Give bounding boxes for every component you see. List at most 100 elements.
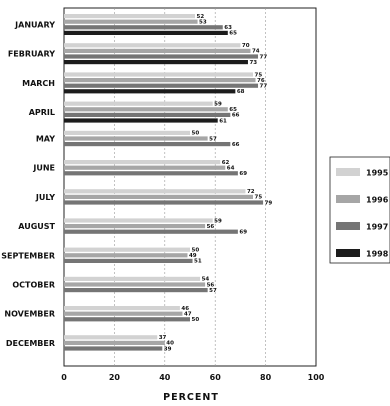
bar-january-1998 bbox=[64, 30, 228, 35]
bar-february-1996 bbox=[64, 48, 251, 53]
x-tick-label-80: 80 bbox=[260, 373, 272, 382]
bar-june-1997 bbox=[64, 171, 238, 176]
bar-march-1997 bbox=[64, 83, 259, 88]
data-label-june-1996: 64 bbox=[227, 166, 235, 172]
data-label-december-1996: 40 bbox=[166, 341, 174, 347]
data-label-september-1997: 51 bbox=[194, 259, 202, 265]
category-label-march: MARCH bbox=[22, 79, 55, 88]
category-label-may: MAY bbox=[36, 135, 55, 144]
category-label-february: FEBRUARY bbox=[8, 50, 55, 59]
bar-june-1996 bbox=[64, 165, 226, 170]
bar-march-1996 bbox=[64, 78, 256, 83]
data-label-march-1997: 77 bbox=[260, 84, 268, 90]
data-label-august-1997: 69 bbox=[239, 230, 247, 236]
data-label-january-1995: 52 bbox=[197, 14, 205, 20]
bar-october-1996 bbox=[64, 282, 206, 287]
legend-label-1996: 1996 bbox=[366, 196, 389, 205]
data-label-july-1995: 72 bbox=[247, 189, 255, 195]
data-label-november-1996: 47 bbox=[184, 312, 192, 318]
x-tick-label-60: 60 bbox=[210, 373, 222, 382]
data-label-march-1998: 68 bbox=[237, 89, 245, 95]
category-label-december: DECEMBER bbox=[6, 339, 55, 348]
bar-january-1997 bbox=[64, 25, 223, 30]
category-label-july: JULY bbox=[35, 193, 55, 202]
legend-label-1997: 1997 bbox=[366, 223, 388, 232]
data-label-august-1996: 56 bbox=[207, 224, 215, 230]
data-label-june-1997: 69 bbox=[239, 171, 247, 177]
x-tick-label-20: 20 bbox=[109, 373, 121, 382]
bar-march-1995 bbox=[64, 72, 253, 77]
data-label-december-1997: 39 bbox=[164, 346, 172, 352]
legend-label-1998: 1998 bbox=[366, 250, 389, 259]
bar-october-1995 bbox=[64, 276, 201, 281]
bar-september-1997 bbox=[64, 258, 193, 263]
data-label-march-1996: 76 bbox=[257, 78, 265, 84]
bars bbox=[64, 14, 264, 351]
data-label-october-1997: 57 bbox=[209, 288, 217, 294]
x-tick-label-0: 0 bbox=[61, 373, 67, 382]
bar-july-1997 bbox=[64, 200, 264, 205]
bar-march-1998 bbox=[64, 89, 236, 94]
legend-swatch-1995 bbox=[336, 168, 360, 176]
data-label-september-1995: 50 bbox=[192, 248, 200, 254]
data-label-september-1996: 49 bbox=[189, 253, 197, 259]
x-axis-title: PERCENT bbox=[163, 392, 219, 403]
bar-july-1996 bbox=[64, 194, 253, 199]
bar-april-1996 bbox=[64, 107, 228, 112]
data-label-february-1997: 77 bbox=[260, 54, 268, 60]
bar-december-1996 bbox=[64, 340, 165, 345]
bar-december-1997 bbox=[64, 346, 163, 351]
bar-april-1997 bbox=[64, 112, 231, 117]
category-label-november: NOVEMBER bbox=[4, 310, 55, 319]
bar-february-1997 bbox=[64, 54, 259, 59]
bar-april-1995 bbox=[64, 101, 213, 106]
bar-april-1998 bbox=[64, 118, 218, 123]
bar-august-1995 bbox=[64, 218, 213, 223]
data-label-february-1998: 73 bbox=[249, 60, 257, 66]
data-label-april-1995: 59 bbox=[214, 102, 222, 108]
legend-swatch-1996 bbox=[336, 195, 360, 203]
data-label-april-1998: 61 bbox=[219, 118, 227, 124]
data-label-november-1995: 46 bbox=[181, 306, 189, 312]
bar-january-1995 bbox=[64, 14, 196, 19]
category-label-june: JUNE bbox=[32, 164, 55, 173]
bar-may-1995 bbox=[64, 130, 190, 135]
data-label-december-1995: 37 bbox=[159, 335, 167, 341]
x-axis: 0 20 40 60 80 100 bbox=[61, 373, 325, 382]
data-label-may-1997: 66 bbox=[232, 142, 240, 148]
data-label-march-1995: 75 bbox=[255, 72, 263, 78]
data-label-may-1996: 57 bbox=[209, 136, 217, 142]
data-label-may-1995: 50 bbox=[192, 131, 200, 137]
bar-may-1997 bbox=[64, 142, 231, 147]
data-label-april-1996: 65 bbox=[229, 107, 237, 113]
data-labels: 5253636570747773757677685965666150576662… bbox=[159, 14, 273, 352]
category-label-october: OCTOBER bbox=[12, 281, 55, 290]
bar-september-1996 bbox=[64, 253, 188, 258]
data-label-june-1995: 62 bbox=[222, 160, 230, 166]
legend-swatch-1998 bbox=[336, 249, 360, 257]
category-label-april: APRIL bbox=[29, 108, 55, 117]
bar-november-1996 bbox=[64, 311, 183, 316]
x-tick-label-40: 40 bbox=[159, 373, 171, 382]
category-label-september: SEPTEMBER bbox=[1, 251, 55, 260]
data-label-november-1997: 50 bbox=[192, 317, 200, 323]
bar-november-1997 bbox=[64, 317, 190, 322]
bar-december-1995 bbox=[64, 335, 158, 340]
data-label-july-1997: 79 bbox=[265, 200, 273, 206]
plot-frame bbox=[63, 7, 317, 367]
bar-october-1997 bbox=[64, 288, 208, 293]
data-label-august-1995: 59 bbox=[214, 218, 222, 224]
legend-label-1995: 1995 bbox=[366, 169, 389, 178]
data-label-february-1996: 74 bbox=[252, 49, 260, 55]
legend-swatch-1997 bbox=[336, 222, 360, 230]
grid-lines bbox=[63, 7, 317, 367]
data-label-april-1997: 66 bbox=[232, 113, 240, 119]
data-label-february-1995: 70 bbox=[242, 43, 250, 49]
legend: 1995 1996 1997 1998 bbox=[329, 156, 390, 264]
x-tick-label-100: 100 bbox=[308, 373, 325, 382]
category-labels: JANUARY FEBRUARY MARCH APRIL MAY JUNE JULY AUGU… bbox=[1, 21, 55, 348]
bar-january-1996 bbox=[64, 19, 198, 24]
bar-september-1995 bbox=[64, 247, 190, 252]
bar-june-1995 bbox=[64, 160, 221, 165]
